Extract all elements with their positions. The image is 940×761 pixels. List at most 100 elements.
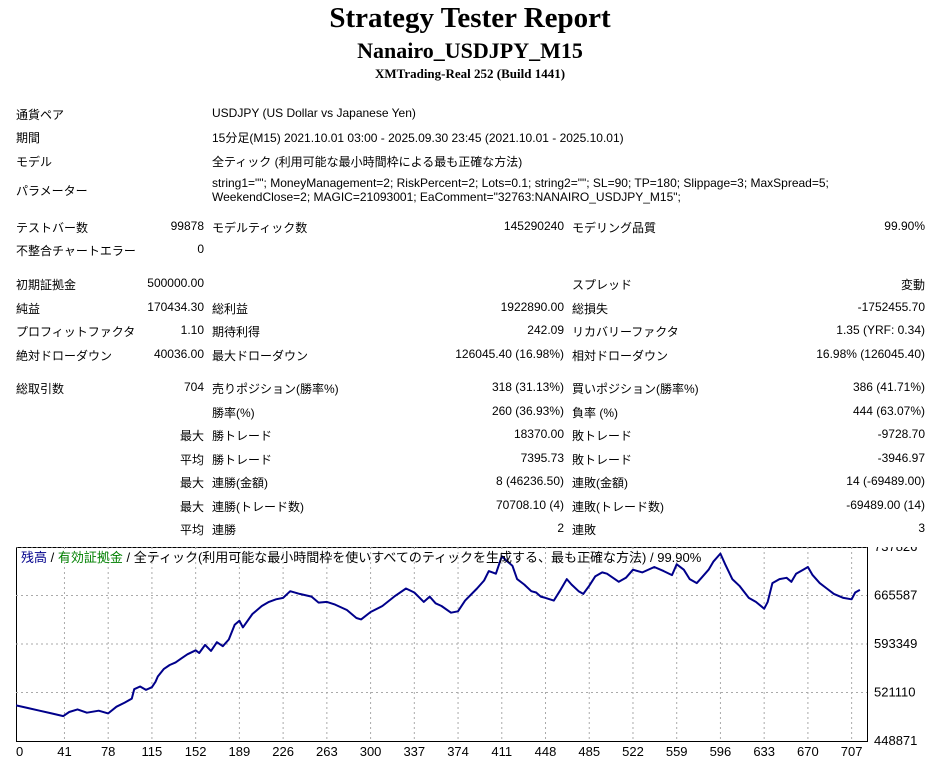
mismatch-label: 不整合チャートエラー xyxy=(16,244,136,258)
balance-line xyxy=(16,552,861,718)
x-tick-label: 670 xyxy=(797,744,819,759)
x-tick-label: 300 xyxy=(360,744,382,759)
recovery-value: 1.35 (YRF: 0.34) xyxy=(836,323,925,337)
x-tick-label: 0 xyxy=(16,744,23,759)
plot-frame xyxy=(16,547,868,742)
max-cons-wins-value: 8 (46236.50) xyxy=(495,474,564,488)
y-tick-label: 448871 xyxy=(874,733,917,748)
net-value: 170434.30 xyxy=(147,300,204,314)
mismatch-value: 0 xyxy=(197,242,204,256)
max-cons-losses-label: 連敗(金額) xyxy=(572,476,628,490)
net-label: 純益 xyxy=(16,302,41,316)
largest-loss-label: 敗トレード xyxy=(572,429,633,443)
max-word: 最大 xyxy=(179,476,204,490)
abs-dd-label: 絶対ドローダウン xyxy=(16,349,113,363)
max-cons-losses-value: 14 (-69489.00) xyxy=(846,474,925,488)
max-dd-value: 126045.40 (16.98%) xyxy=(455,347,564,361)
avg-win-value: 7395.73 xyxy=(520,451,564,465)
model-label: モデル xyxy=(16,155,53,169)
x-tick-label: 41 xyxy=(57,744,71,759)
max-word: 最大 xyxy=(179,500,204,514)
deposit-label: 初期証拠金 xyxy=(16,278,77,292)
x-tick-label: 337 xyxy=(403,744,425,759)
pf-value: 1.10 xyxy=(180,323,204,337)
long-value: 386 (41.71%) xyxy=(852,380,925,394)
avg-win-label: 勝トレード xyxy=(212,453,273,467)
recovery-label: リカバリーファクタ xyxy=(572,325,679,339)
chart-legend: 残高 / 有効証拠金 / 全ティック(利用可能な最小時間枠を使いすべてのティック… xyxy=(21,550,702,565)
x-tick-label: 448 xyxy=(535,744,557,759)
chart-grid xyxy=(16,547,867,741)
y-tick-label: 521110 xyxy=(874,684,915,699)
max-cons-wins-label: 連勝(金額) xyxy=(212,476,268,490)
long-label: 買いポジション(勝率%) xyxy=(572,382,699,396)
x-tick-label: 115 xyxy=(142,744,163,759)
x-axis-ticks: 0 41 78 115 152 189 226 263 300 337 374 411 448 485 52… xyxy=(16,744,862,759)
params-label: パラメーター xyxy=(16,184,88,198)
ticks-label: モデルティック数 xyxy=(212,221,308,235)
period-label: 期間 xyxy=(16,131,41,145)
params-value: string1=""; MoneyManagement=2; RiskPerce… xyxy=(212,176,932,204)
avg-word: 平均 xyxy=(179,523,204,537)
balance-chart: 0 41 78 115 152 189 226 263 300 337 374 411 448 485 52… xyxy=(16,547,917,759)
largest-win-value: 18370.00 xyxy=(513,427,564,441)
max-cons-loss-value: -69489.00 (14) xyxy=(846,498,925,512)
rel-dd-value: 16.98% (126045.40) xyxy=(816,347,925,361)
expected-value: 242.09 xyxy=(527,323,564,337)
short-value: 318 (31.13%) xyxy=(491,380,564,394)
spread-label: スプレッド xyxy=(572,278,633,292)
x-tick-label: 189 xyxy=(229,744,251,759)
legend-balance: 残高 xyxy=(21,550,47,565)
max-cons-loss-label: 連敗(トレード数) xyxy=(572,500,664,514)
x-tick-label: 411 xyxy=(491,744,512,759)
win-value: 260 (36.93%) xyxy=(491,404,564,418)
server-build: XMTrading-Real 252 (Build 1441) xyxy=(374,66,566,81)
gross-loss-label: 総損失 xyxy=(572,302,609,316)
avg-cons-losses-value: 3 xyxy=(918,521,925,535)
x-tick-label: 522 xyxy=(622,744,644,759)
report-subtitle: Nanairo_USDJPY_M15 xyxy=(357,38,583,63)
avg-cons-wins-value: 2 xyxy=(557,521,564,535)
x-tick-label: 633 xyxy=(753,744,775,759)
model-value: 全ティック (利用可能な最小時間枠による最も正確な方法) xyxy=(212,155,523,169)
bars-label: テストバー数 xyxy=(16,221,89,235)
x-tick-label: 707 xyxy=(841,744,863,759)
y-axis-ticks: 737826 665587 593349 521110 448871 xyxy=(874,547,917,748)
trades-label: 総取引数 xyxy=(16,382,65,396)
max-word: 最大 xyxy=(179,429,204,443)
largest-loss-value: -9728.70 xyxy=(877,427,925,441)
avg-cons-wins-label: 連勝 xyxy=(212,523,237,537)
legend-equity: 有効証拠金 xyxy=(58,550,123,565)
max-cons-profit-label: 連勝(トレード数) xyxy=(212,500,304,514)
x-tick-label: 374 xyxy=(447,744,469,759)
rel-dd-label: 相対ドローダウン xyxy=(572,349,669,363)
x-tick-label: 226 xyxy=(272,744,294,759)
loss-value: 444 (63.07%) xyxy=(852,404,925,418)
trades-value: 704 xyxy=(183,380,204,394)
avg-word: 平均 xyxy=(179,453,204,467)
avg-loss-value: -3946.97 xyxy=(877,451,925,465)
x-tick-label: 78 xyxy=(101,744,115,759)
loss-label: 負率 (%) xyxy=(572,406,618,420)
max-dd-label: 最大ドローダウン xyxy=(212,349,309,363)
period-value: 15分足(M15) 2021.10.01 03:00 - 2025.09.30 … xyxy=(212,131,624,145)
legend-mode: 全ティック(利用可能な最小時間枠を使いすべてのティックを生成する、最も正確な方法… xyxy=(134,550,702,565)
x-tick-label: 152 xyxy=(185,744,207,759)
deposit-value: 500000.00 xyxy=(147,276,204,290)
y-tick-label: 665587 xyxy=(874,588,917,603)
win-label: 勝率(%) xyxy=(212,406,255,420)
x-tick-label: 596 xyxy=(710,744,732,759)
abs-dd-value: 40036.00 xyxy=(153,347,204,361)
ticks-value: 145290240 xyxy=(503,219,564,233)
pair-value: USDJPY (US Dollar vs Japanese Yen) xyxy=(212,106,416,120)
largest-win-label: 勝トレード xyxy=(212,429,273,443)
legend-separator: / xyxy=(123,550,134,565)
y-tick-label: 593349 xyxy=(874,636,917,651)
quality-value: 99.90% xyxy=(884,219,925,233)
max-cons-profit-value: 70708.10 (4) xyxy=(495,498,564,512)
params-line-2: WeekendClose=2; MAGIC=21093001; EaCommen… xyxy=(212,190,681,204)
avg-loss-label: 敗トレード xyxy=(572,453,633,467)
avg-cons-losses-label: 連敗 xyxy=(572,523,597,537)
x-tick-label: 263 xyxy=(316,744,338,759)
report-title: Strategy Tester Report xyxy=(329,2,611,34)
